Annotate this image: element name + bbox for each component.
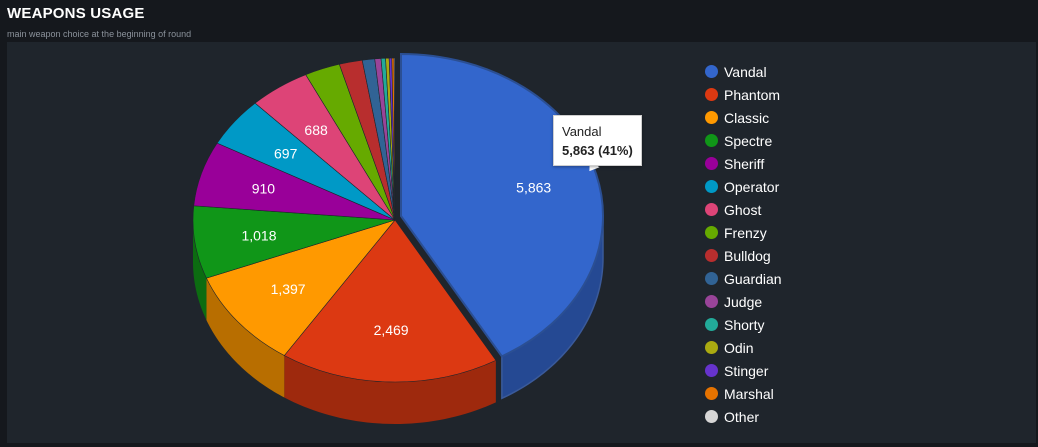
legend-item-other[interactable]: Other [705, 405, 905, 428]
legend-label: Bulldog [724, 247, 771, 264]
tooltip-series-name: Vandal [562, 124, 602, 139]
legend-label: Vandal [724, 63, 767, 80]
legend-swatch-icon [705, 272, 718, 285]
pie-label-ghost: 688 [304, 122, 328, 138]
legend-swatch-icon [705, 295, 718, 308]
legend-swatch-icon [705, 364, 718, 377]
pie-label-phantom: 2,469 [374, 322, 409, 338]
pie-label-classic: 1,397 [271, 281, 306, 297]
chart-title: WEAPONS USAGE [7, 5, 145, 22]
legend-swatch-icon [705, 180, 718, 193]
pie-label-sheriff: 910 [252, 180, 276, 196]
pie-labels: 5,863 2,469 1,397 1,018 910 697 688 [241, 122, 551, 338]
legend-item-spectre[interactable]: Spectre [705, 129, 905, 152]
legend-label: Odin [724, 339, 754, 356]
legend-label: Judge [724, 293, 763, 310]
legend-item-phantom[interactable]: Phantom [705, 83, 905, 106]
legend-swatch-icon [705, 134, 718, 147]
legend-item-bulldog[interactable]: Bulldog [705, 244, 905, 267]
legend-label: Operator [724, 178, 780, 195]
legend-label: Frenzy [724, 224, 767, 241]
pie-label-operator: 697 [274, 145, 298, 161]
pie-slice-phantom[interactable] [283, 219, 497, 383]
legend-item-sheriff[interactable]: Sheriff [705, 152, 905, 175]
pie-side-spectre[interactable] [193, 220, 207, 321]
legend-label: Ghost [724, 201, 762, 218]
legend-item-classic[interactable]: Classic [705, 106, 905, 129]
pie-side-classic[interactable] [206, 278, 285, 398]
pie-slice-other[interactable] [393, 57, 396, 221]
legend-swatch-icon [705, 341, 718, 354]
legend-item-guardian[interactable]: Guardian [705, 267, 905, 290]
legend-label: Spectre [724, 132, 773, 149]
legend-item-odin[interactable]: Odin [705, 336, 905, 359]
legend-swatch-icon [705, 387, 718, 400]
legend-item-marshal[interactable]: Marshal [705, 382, 905, 405]
pie-tops [192, 52, 604, 383]
chart-subtitle: main weapon choice at the beginning of r… [7, 29, 192, 39]
legend-swatch-icon [705, 410, 718, 423]
pie-label-spectre: 1,018 [241, 227, 276, 243]
pie-side-phantom[interactable] [284, 355, 496, 424]
chart-header: WEAPONS USAGE main weapon choice at the … [0, 0, 1038, 42]
legend-item-shorty[interactable]: Shorty [705, 313, 905, 336]
legend-swatch-icon [705, 88, 718, 101]
legend-item-vandal[interactable]: Vandal [705, 60, 905, 83]
legend-swatch-icon [705, 226, 718, 239]
tooltip-series-value: 5,863 (41%) [562, 143, 633, 158]
legend-label: Shorty [724, 316, 765, 333]
legend-label: Sheriff [724, 155, 765, 172]
legend-label: Guardian [724, 270, 782, 287]
chart-legend: Vandal Phantom Classic Spectre Sheriff Operat… [705, 60, 905, 428]
legend-item-ghost[interactable]: Ghost [705, 198, 905, 221]
legend-item-stinger[interactable]: Stinger [705, 359, 905, 382]
legend-label: Stinger [724, 362, 769, 379]
legend-item-judge[interactable]: Judge [705, 290, 905, 313]
legend-swatch-icon [705, 65, 718, 78]
pie-slice-vandal[interactable] [400, 52, 604, 358]
legend-label: Classic [724, 109, 770, 126]
legend-label: Other [724, 408, 760, 425]
pie-label-vandal: 5,863 [516, 180, 551, 196]
legend-swatch-icon [705, 157, 718, 170]
legend-label: Phantom [724, 86, 781, 103]
legend-swatch-icon [705, 111, 718, 124]
legend-swatch-icon [705, 203, 718, 216]
pie-slice-classic[interactable] [206, 219, 396, 356]
chart-tooltip: Vandal 5,863 (41%) [553, 115, 642, 166]
legend-item-frenzy[interactable]: Frenzy [705, 221, 905, 244]
legend-swatch-icon [705, 249, 718, 262]
legend-label: Marshal [724, 385, 774, 402]
legend-swatch-icon [705, 318, 718, 331]
legend-item-operator[interactable]: Operator [705, 175, 905, 198]
